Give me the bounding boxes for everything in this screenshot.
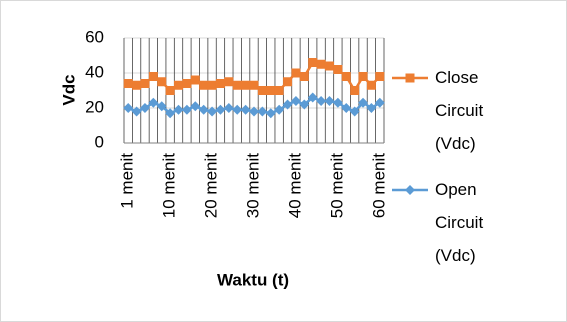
marker bbox=[274, 104, 285, 115]
x-axis-title: Waktu (t) bbox=[217, 270, 289, 289]
marker bbox=[341, 72, 351, 81]
marker bbox=[283, 77, 293, 87]
marker bbox=[405, 73, 415, 83]
x-tick-label: 60 menit bbox=[369, 153, 388, 218]
marker bbox=[366, 80, 376, 90]
marker bbox=[316, 96, 327, 106]
y-tick-label: 0 bbox=[95, 132, 104, 151]
marker bbox=[307, 92, 318, 103]
x-tick-label: 20 menit bbox=[202, 153, 221, 218]
marker bbox=[265, 108, 276, 119]
marker bbox=[132, 80, 142, 90]
marker bbox=[215, 104, 226, 115]
marker bbox=[341, 103, 352, 113]
marker bbox=[349, 106, 360, 117]
marker bbox=[148, 72, 158, 81]
marker bbox=[157, 77, 167, 87]
marker bbox=[165, 86, 175, 95]
marker bbox=[257, 106, 268, 117]
marker bbox=[190, 101, 201, 112]
marker bbox=[165, 108, 176, 119]
y-tick-label: 60 bbox=[85, 27, 104, 46]
marker bbox=[232, 104, 243, 115]
marker bbox=[241, 80, 251, 90]
marker bbox=[232, 80, 242, 90]
y-axis-title: Vdc bbox=[59, 74, 78, 105]
marker bbox=[282, 99, 293, 110]
marker bbox=[215, 79, 225, 88]
y-tick-label: 40 bbox=[85, 62, 104, 81]
marker bbox=[332, 97, 343, 108]
marker bbox=[148, 97, 159, 108]
marker bbox=[249, 80, 259, 90]
marker bbox=[299, 72, 309, 81]
marker bbox=[198, 104, 209, 115]
marker bbox=[181, 104, 192, 115]
marker bbox=[358, 72, 368, 81]
marker bbox=[207, 106, 218, 117]
x-tick-label: 40 menit bbox=[285, 153, 304, 218]
x-tick-label: 10 menit bbox=[160, 153, 179, 218]
x-tick-label: 30 menit bbox=[243, 153, 262, 218]
marker bbox=[123, 79, 133, 88]
marker bbox=[405, 185, 415, 195]
marker bbox=[224, 77, 234, 87]
marker bbox=[374, 97, 385, 108]
marker bbox=[207, 80, 217, 90]
marker bbox=[139, 103, 150, 113]
marker bbox=[291, 68, 301, 78]
marker bbox=[173, 104, 184, 115]
marker bbox=[366, 103, 377, 113]
marker bbox=[290, 96, 301, 106]
legend-label: Close Circuit (Vdc) bbox=[435, 68, 484, 153]
marker bbox=[156, 101, 167, 112]
marker bbox=[350, 86, 360, 95]
marker bbox=[140, 79, 150, 88]
marker bbox=[308, 58, 318, 67]
legend-label: Open Circuit (Vdc) bbox=[435, 180, 484, 265]
marker bbox=[190, 75, 200, 85]
marker bbox=[358, 97, 369, 108]
marker bbox=[274, 86, 284, 95]
marker bbox=[249, 106, 259, 117]
marker bbox=[199, 80, 209, 90]
marker bbox=[375, 72, 385, 81]
marker bbox=[299, 99, 310, 110]
marker bbox=[257, 86, 267, 95]
marker bbox=[240, 104, 251, 115]
marker bbox=[174, 80, 184, 90]
x-tick-label: 1 menit bbox=[118, 153, 137, 209]
marker bbox=[131, 106, 142, 117]
marker bbox=[123, 103, 134, 113]
x-tick-label: 50 menit bbox=[327, 153, 346, 218]
marker bbox=[223, 103, 234, 113]
y-tick-label: 20 bbox=[85, 97, 104, 116]
marker bbox=[324, 61, 334, 71]
marker bbox=[182, 79, 192, 88]
marker bbox=[324, 96, 335, 106]
marker bbox=[316, 59, 326, 69]
marker bbox=[266, 86, 276, 95]
marker bbox=[333, 65, 343, 74]
